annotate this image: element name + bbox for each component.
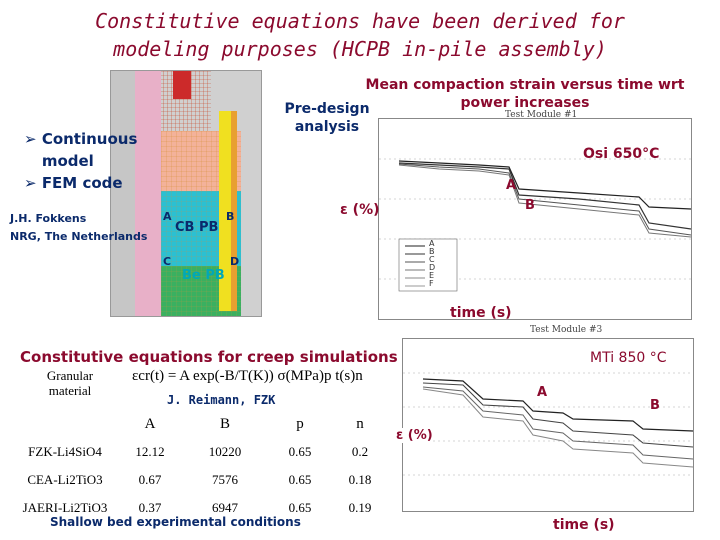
bullet-text-continuous-model: Continuous model	[41, 130, 138, 170]
creep-cell-p: 0.65	[288, 472, 312, 487]
fem-mesh-figure	[110, 70, 262, 317]
legend-entry-e: E	[429, 271, 435, 280]
top-plot-curves	[379, 158, 692, 292]
creep-cell-b: 6947	[212, 500, 238, 515]
creep-cell-p: 0.65	[288, 500, 312, 515]
slide-title-line1: Constitutive equations have been derived…	[95, 9, 625, 33]
creep-table-header-n: n	[356, 415, 364, 432]
table-row: FZK-Li4SiO4 12.12 10220 0.65 0.2	[10, 438, 390, 466]
legend-entry-b: B	[429, 247, 435, 256]
creep-cell-n: 0.19	[348, 500, 372, 515]
fem-label-be-pb: Be PB	[182, 268, 225, 283]
bottom-plot-curves	[403, 372, 694, 476]
top-plot-heading: Mean compaction strain versus time wrt p…	[365, 77, 685, 111]
creep-cell-n: 0.18	[348, 472, 372, 487]
creep-cell-material: CEA-Li2TiO3	[27, 472, 103, 487]
legend-entry-c: C	[429, 255, 435, 264]
creep-cell-b: 10220	[208, 444, 242, 459]
pre-design-label: Pre-design analysis	[284, 101, 370, 135]
bullet-list: ➢ Continuous model ➢ FEM code	[24, 128, 142, 194]
creep-granular-label: Granular material	[46, 368, 94, 398]
bottom-plot-label-b: B	[650, 398, 660, 413]
creep-cell-b: 7576	[212, 472, 238, 487]
fem-label-a: A	[163, 210, 172, 223]
table-row: CEA-Li2TiO3 0.67 7576 0.65 0.18	[10, 466, 390, 494]
legend-entry-d: D	[429, 263, 436, 272]
creep-cell-p: 0.65	[288, 444, 312, 459]
creep-footer: Shallow bed experimental conditions	[50, 515, 301, 529]
top-plot-ylabel: ε (%)	[340, 202, 380, 218]
arrow-bullet-icon: ➢	[24, 130, 37, 148]
bottom-plot-xlabel: time (s)	[553, 517, 615, 533]
top-plot-frame	[378, 118, 692, 320]
creep-table-header-a: A	[144, 415, 156, 432]
bullet-fem-code: ➢ FEM code	[24, 172, 142, 194]
arrow-bullet-icon: ➢	[24, 174, 37, 192]
creep-table: A B p n FZK-Li4SiO4 12.12 10220 0.65 0.2…	[10, 410, 390, 522]
creep-cell-a: 0.67	[138, 472, 162, 487]
author-name: J.H. Fokkens	[10, 212, 87, 225]
slide-title-line2: modeling purposes (HCPB in-pile assembly…	[113, 37, 607, 61]
fem-label-c: C	[163, 255, 172, 268]
top-plot-label-b: B	[525, 198, 535, 213]
bullet-continuous-model: ➢ Continuous model	[24, 128, 142, 172]
creep-author: J. Reimann, FZK	[167, 393, 276, 407]
creep-cell-material: JAERI-Li2TiO3	[22, 500, 108, 515]
top-plot-condition: Osi 650°C	[583, 146, 660, 162]
bottom-plot-ylabel: ε (%)	[396, 428, 433, 443]
fem-mesh-drawing	[111, 71, 261, 316]
legend-entry-f: F	[429, 279, 434, 288]
creep-table-header-material	[10, 410, 120, 438]
author-org: NRG, The Netherlands	[10, 230, 148, 243]
bottom-plot-condition: MTi 850 °C	[590, 350, 667, 366]
creep-table-header-p: p	[296, 415, 304, 432]
creep-cell-a: 0.37	[138, 500, 162, 515]
creep-cell-a: 12.12	[135, 444, 165, 459]
bottom-plot-module: Test Module #3	[530, 325, 603, 335]
creep-cell-n: 0.2	[351, 444, 369, 459]
creep-equation: εcr(t) = A exp(-B/T(K)) σ(MPa)p t(s)n	[132, 368, 363, 384]
creep-cell-material: FZK-Li4SiO4	[28, 444, 102, 459]
creep-heading: Constitutive equations for creep simulat…	[20, 348, 398, 366]
top-plot-module: Test Module #1	[505, 110, 578, 120]
bottom-plot-label-a: A	[537, 385, 548, 400]
top-plot-label-a: A	[506, 178, 517, 193]
fem-label-d: D	[230, 255, 240, 268]
top-plot-legend: A B C D E F	[429, 240, 435, 288]
creep-table-header-row: A B p n	[10, 410, 390, 438]
table-row: JAERI-Li2TiO3 0.37 6947 0.65 0.19	[10, 494, 390, 522]
bottom-plot-frame	[402, 338, 694, 512]
creep-table-header-b: B	[219, 415, 230, 432]
bullet-text-fem-code: FEM code	[41, 174, 123, 192]
fem-label-cb-pb: CB PB	[175, 220, 219, 235]
fem-label-b: B	[226, 210, 235, 223]
legend-entry-a: A	[429, 239, 435, 248]
top-plot-xlabel: time (s)	[450, 305, 512, 321]
